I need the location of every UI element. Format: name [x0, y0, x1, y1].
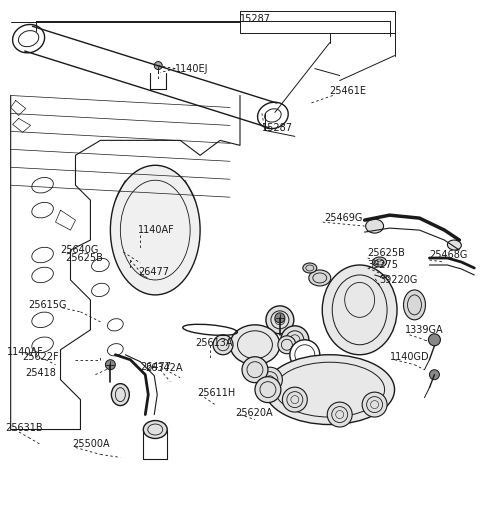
Ellipse shape [32, 312, 53, 328]
Text: 25461E: 25461E [330, 85, 367, 95]
Text: 25615G: 25615G [29, 300, 67, 310]
Ellipse shape [92, 283, 109, 297]
Text: 25620A: 25620A [235, 407, 273, 417]
Circle shape [430, 370, 439, 379]
Text: 25640G: 25640G [60, 245, 99, 255]
Ellipse shape [12, 24, 45, 53]
Text: 25631B: 25631B [6, 423, 43, 433]
Text: 26342A: 26342A [145, 363, 183, 373]
Ellipse shape [32, 178, 53, 193]
Ellipse shape [266, 306, 294, 334]
Ellipse shape [257, 367, 282, 392]
Ellipse shape [278, 336, 296, 354]
Ellipse shape [32, 247, 53, 263]
Ellipse shape [290, 340, 320, 370]
Ellipse shape [295, 345, 315, 365]
Text: 39220G: 39220G [380, 275, 418, 285]
Ellipse shape [144, 421, 167, 438]
Text: 25469G: 25469G [324, 213, 362, 223]
Text: 26477: 26477 [138, 267, 169, 277]
Circle shape [154, 62, 162, 70]
Ellipse shape [258, 102, 288, 129]
Text: 25613A: 25613A [195, 338, 233, 348]
Circle shape [275, 313, 285, 323]
Text: 1140AF: 1140AF [7, 347, 43, 357]
Ellipse shape [242, 357, 268, 383]
Text: 25625B: 25625B [65, 253, 103, 263]
Ellipse shape [108, 319, 123, 331]
Ellipse shape [303, 263, 317, 273]
Text: 25622F: 25622F [23, 352, 60, 362]
Text: 26477: 26477 [140, 362, 171, 372]
Text: 25625B: 25625B [368, 248, 406, 258]
Ellipse shape [282, 387, 307, 412]
Ellipse shape [366, 219, 384, 233]
Ellipse shape [265, 355, 395, 425]
Ellipse shape [327, 402, 352, 427]
Ellipse shape [255, 377, 281, 403]
Circle shape [106, 360, 115, 370]
Ellipse shape [111, 384, 129, 406]
Text: 1140AF: 1140AF [138, 225, 175, 235]
Ellipse shape [92, 258, 109, 272]
Bar [240, 11, 395, 33]
Text: 25418: 25418 [25, 368, 57, 378]
Text: 15287: 15287 [262, 123, 293, 133]
Ellipse shape [110, 165, 200, 295]
Ellipse shape [404, 290, 425, 320]
Circle shape [429, 334, 441, 346]
Ellipse shape [322, 265, 397, 355]
Ellipse shape [32, 267, 53, 282]
Text: 39275: 39275 [368, 260, 398, 270]
Ellipse shape [309, 270, 331, 286]
Ellipse shape [372, 257, 386, 267]
Ellipse shape [108, 344, 123, 356]
Ellipse shape [213, 335, 233, 355]
Text: 1140EJ: 1140EJ [175, 64, 209, 74]
Text: 1140GD: 1140GD [390, 352, 429, 362]
Text: 25611H: 25611H [197, 388, 235, 398]
Ellipse shape [447, 240, 461, 250]
Ellipse shape [230, 325, 280, 365]
Ellipse shape [281, 326, 309, 354]
Text: 25468G: 25468G [430, 250, 468, 260]
Ellipse shape [362, 392, 387, 417]
Text: 25500A: 25500A [72, 440, 110, 450]
Text: 15287: 15287 [240, 14, 271, 24]
Ellipse shape [32, 337, 53, 353]
Ellipse shape [32, 202, 53, 218]
Text: 1339GA: 1339GA [405, 325, 443, 335]
